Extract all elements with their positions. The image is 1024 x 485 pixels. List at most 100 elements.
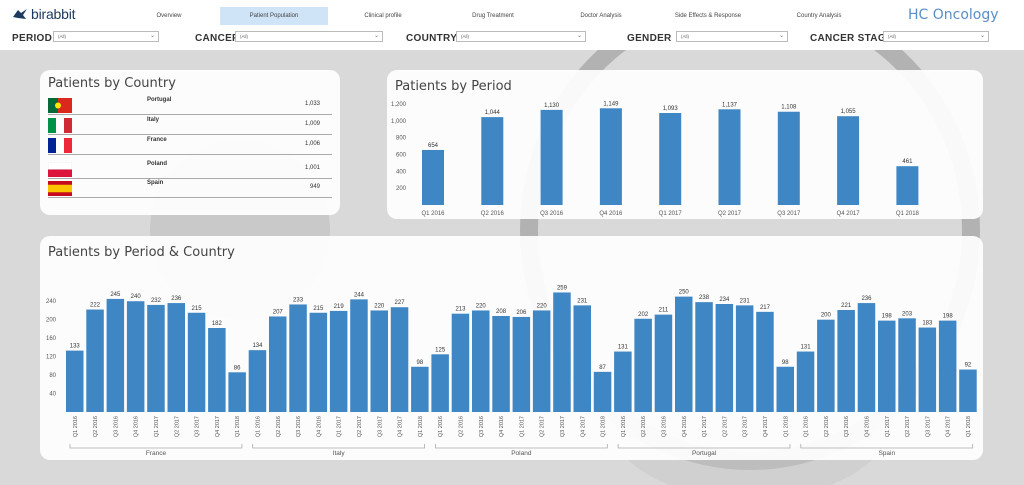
x-tick-label: Q3 2016 (540, 211, 564, 217)
bar-portugal-q1-2016[interactable] (614, 351, 632, 412)
nav-tab-country-analysis[interactable]: Country Analysis (796, 13, 842, 19)
bar-poland-q3-2017[interactable] (553, 292, 571, 412)
bar-q3-2017[interactable] (777, 111, 800, 205)
bar-spain-q1-2017[interactable] (878, 320, 896, 412)
bar-portugal-q4-2016[interactable] (675, 296, 693, 412)
bar-q2-2016[interactable] (481, 117, 504, 205)
bar-q1-2018[interactable] (896, 166, 919, 205)
bar-france-q3-2016[interactable] (106, 298, 125, 412)
bar-poland-q2-2016[interactable] (451, 313, 470, 412)
x-tick-label: Q1 2017 (337, 416, 343, 437)
x-tick-label: Q3 2016 (113, 416, 119, 437)
data-label: 1,108 (781, 105, 797, 111)
nav-tab-clinical-profile[interactable]: Clinical profile (364, 13, 402, 19)
bar-portugal-q3-2016[interactable] (654, 314, 673, 412)
patients-by-period-card: Patients by Period 200 400 600 800 1,000 1,20… (387, 70, 983, 219)
bar-poland-q1-2016[interactable] (431, 354, 449, 412)
bar-france-q2-2017[interactable] (167, 303, 186, 412)
data-label: 213 (455, 307, 466, 313)
bar-spain-q2-2017[interactable] (898, 318, 916, 412)
bar-italy-q1-2017[interactable] (329, 310, 348, 412)
bar-italy-q4-2016[interactable] (309, 312, 328, 412)
bar-q1-2016[interactable] (422, 149, 444, 205)
bar-q4-2017[interactable] (837, 116, 860, 205)
nav-tab-overview[interactable]: Overview (156, 13, 182, 19)
bar-portugal-q2-2017[interactable] (715, 304, 734, 412)
country-row-portugal[interactable]: Portugal 1,033 (48, 95, 332, 115)
bar-spain-q4-2016[interactable] (857, 303, 876, 412)
chevron-down-icon: ⌄ (576, 33, 582, 39)
bar-portugal-q2-2016[interactable] (634, 318, 652, 412)
bar-poland-q1-2018[interactable] (593, 371, 612, 412)
bar-portugal-q1-2018[interactable] (776, 366, 795, 412)
bar-poland-q2-2017[interactable] (532, 310, 551, 412)
data-label: 217 (760, 305, 771, 311)
y-tick-label: 600 (396, 153, 407, 159)
bar-q2-2017[interactable] (718, 109, 741, 205)
bar-france-q4-2017[interactable] (208, 328, 226, 412)
country-row-italy[interactable]: Italy 1,009 (48, 115, 332, 135)
data-label: 259 (557, 285, 568, 291)
bar-italy-q3-2016[interactable] (289, 304, 307, 412)
bar-portugal-q1-2017[interactable] (695, 302, 713, 412)
filter-label-period: PERIOD (12, 33, 53, 44)
bar-spain-q1-2018[interactable] (959, 369, 977, 412)
data-label: 227 (395, 300, 406, 306)
x-tick-label: Q3 2016 (296, 416, 302, 437)
bar-q1-2017[interactable] (659, 113, 682, 205)
filter-select-country[interactable]: (All) ⌄ (456, 31, 586, 42)
bar-poland-q4-2016[interactable] (492, 316, 510, 412)
x-tick-label: Q1 2018 (783, 416, 789, 437)
bar-france-q1-2018[interactable] (228, 372, 246, 412)
filter-select-cancer[interactable]: (All) ⌄ (235, 31, 383, 42)
bar-italy-q1-2018[interactable] (411, 366, 429, 412)
filter-select-gender[interactable]: (All) ⌄ (676, 31, 788, 42)
bar-italy-q2-2017[interactable] (350, 299, 368, 412)
bar-poland-q4-2017[interactable] (573, 305, 592, 412)
bar-portugal-q4-2017[interactable] (756, 311, 774, 412)
bar-spain-q3-2016[interactable] (837, 310, 855, 412)
flag-portugal-icon (48, 98, 72, 113)
bar-spain-q4-2017[interactable] (938, 320, 957, 412)
chevron-down-icon: ⌄ (373, 33, 379, 39)
nav-tab-drug-treatment[interactable]: Drug Treatment (472, 13, 514, 19)
bar-france-q1-2017[interactable] (147, 304, 165, 412)
bar-italy-q1-2016[interactable] (248, 350, 267, 412)
bar-spain-q2-2016[interactable] (817, 319, 835, 412)
bar-france-q2-2016[interactable] (86, 309, 104, 412)
bar-q3-2016[interactable] (540, 109, 563, 205)
logo[interactable]: birabbit (12, 6, 76, 22)
bar-poland-q1-2017[interactable] (512, 316, 531, 412)
filter-select-period[interactable]: (All) ⌄ (53, 31, 159, 42)
filter-value-period: (All) (58, 34, 66, 39)
bar-portugal-q3-2017[interactable] (735, 305, 754, 412)
bar-france-q4-2016[interactable] (126, 301, 145, 412)
data-label: 207 (273, 309, 284, 315)
x-tick-label: Q4 2017 (215, 416, 221, 437)
filter-select-cancer-stage[interactable]: (All) ⌄ (883, 31, 989, 42)
bar-spain-q3-2017[interactable] (918, 327, 937, 412)
nav-tab-side-effects-response[interactable]: Side Effects & Response (674, 13, 742, 19)
x-tick-label: Q4 2017 (837, 211, 861, 217)
filter-label-cancer: CANCER (195, 33, 240, 44)
filter-label-cancer-stage: CANCER STAGE (810, 33, 893, 44)
x-tick-label: Q4 2016 (134, 416, 140, 437)
nav-tab-patient-population[interactable]: Patient Population (220, 7, 328, 25)
bar-italy-q2-2016[interactable] (269, 316, 287, 412)
bar-france-q1-2016[interactable] (66, 350, 84, 412)
bar-france-q3-2017[interactable] (187, 312, 206, 412)
country-row-spain[interactable]: Spain 949 (48, 178, 332, 198)
bar-poland-q3-2016[interactable] (472, 310, 490, 412)
country-value: 1,033 (304, 101, 320, 107)
y-tick-label: 120 (46, 355, 57, 361)
x-tick-label: Q3 2017 (743, 416, 749, 437)
country-row-poland[interactable]: Poland 1,001 (48, 159, 332, 179)
bar-italy-q3-2017[interactable] (370, 310, 389, 412)
bar-q4-2016[interactable] (599, 108, 622, 205)
top-navigation-bar: birabbit Overview Patient Population Clini… (0, 0, 1024, 28)
nav-tab-doctor-analysis[interactable]: Doctor Analysis (580, 13, 622, 19)
bar-spain-q1-2016[interactable] (796, 351, 815, 412)
bar-italy-q4-2017[interactable] (390, 307, 409, 412)
country-name: Spain (147, 180, 164, 186)
country-row-france[interactable]: France 1,006 (48, 135, 332, 155)
